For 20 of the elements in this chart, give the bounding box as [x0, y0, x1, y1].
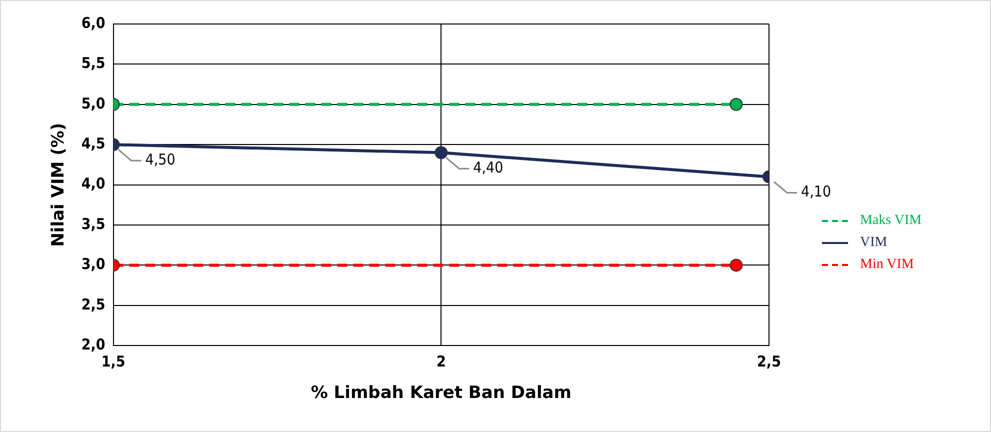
y-tick-label: 6,0	[81, 14, 106, 32]
y-tick-label: 5,0	[81, 94, 106, 112]
data-label: 4,50	[145, 150, 176, 168]
y-axis-title: Nilai VIM (%)	[48, 122, 69, 247]
legend-label: Maks VIM	[860, 213, 922, 229]
y-tick-label: 4,5	[81, 134, 106, 152]
legend-label: VIM	[860, 235, 888, 251]
y-tick-label: 5,5	[81, 54, 106, 72]
y-tick-label: 4,0	[81, 174, 106, 193]
x-tick-label: 2	[436, 352, 446, 370]
y-tick-label: 2,0	[81, 335, 106, 354]
legend-label: Min VIM	[860, 257, 914, 273]
data-label: 4,40	[473, 158, 504, 177]
x-tick-label: 1,5	[101, 352, 126, 370]
x-axis-title: % Limbah Karet Ban Dalam	[310, 383, 572, 404]
y-tick-label: 3,5	[81, 214, 106, 233]
y-tick-label: 2,5	[81, 295, 106, 314]
data-label: 4,10	[801, 182, 832, 201]
x-tick-label: 2,5	[757, 352, 781, 370]
y-tick-label: 3,0	[81, 255, 106, 274]
